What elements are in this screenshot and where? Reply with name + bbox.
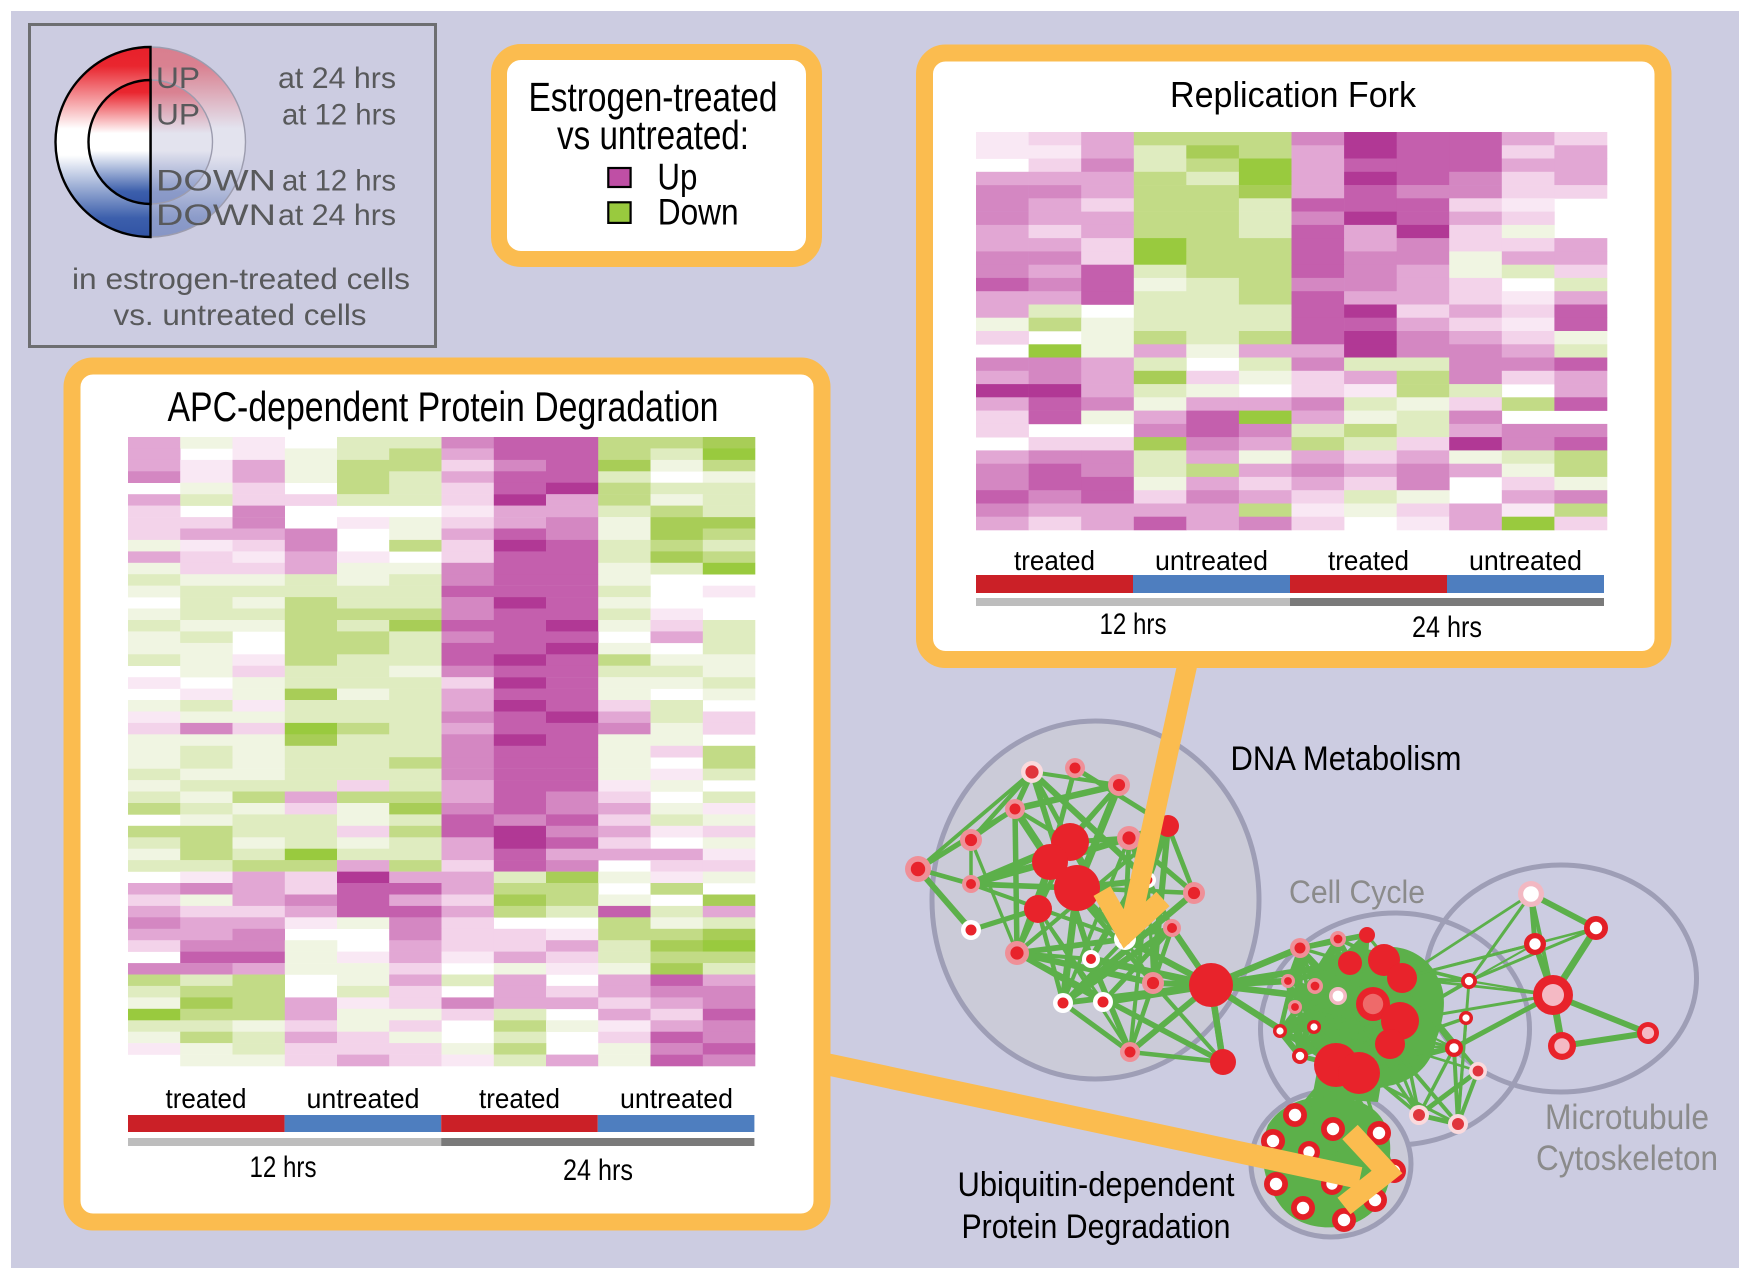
svg-text:UP: UP — [156, 99, 200, 132]
svg-text:treated: treated — [166, 1083, 247, 1114]
svg-text:24 hrs: 24 hrs — [1412, 611, 1482, 644]
svg-text:UP: UP — [156, 62, 200, 95]
svg-text:DOWN: DOWN — [156, 165, 276, 198]
svg-text:untreated: untreated — [307, 1083, 420, 1114]
svg-text:12 hrs: 12 hrs — [250, 1151, 317, 1184]
svg-text:treated: treated — [1014, 545, 1095, 576]
svg-text:untreated: untreated — [1469, 545, 1582, 576]
svg-text:12 hrs: 12 hrs — [1100, 608, 1167, 641]
svg-text:Protein Degradation: Protein Degradation — [962, 1208, 1231, 1246]
svg-text:vs untreated:: vs untreated: — [557, 112, 749, 158]
svg-text:Cytoskeleton: Cytoskeleton — [1536, 1139, 1718, 1178]
svg-text:APC-dependent Protein Degradat: APC-dependent Protein Degradation — [168, 383, 719, 430]
svg-text:Microtubule: Microtubule — [1545, 1098, 1709, 1137]
svg-text:DOWN: DOWN — [156, 199, 276, 232]
svg-text:24 hrs: 24 hrs — [563, 1154, 633, 1187]
svg-text:Replication Fork: Replication Fork — [1170, 74, 1417, 115]
svg-text:Ubiquitin-dependent: Ubiquitin-dependent — [958, 1166, 1236, 1204]
svg-text:treated: treated — [479, 1083, 560, 1114]
svg-text:in estrogen-treated cells: in estrogen-treated cells — [72, 263, 410, 296]
svg-text:vs. untreated cells: vs. untreated cells — [114, 299, 367, 332]
svg-text:at 24 hrs: at 24 hrs — [278, 199, 396, 232]
svg-text:at 24 hrs: at 24 hrs — [278, 62, 396, 95]
svg-text:Down: Down — [658, 192, 739, 233]
svg-text:at 12 hrs: at 12 hrs — [282, 165, 396, 198]
svg-text:at 12 hrs: at 12 hrs — [282, 99, 396, 132]
svg-text:Up: Up — [657, 157, 697, 198]
svg-text:treated: treated — [1328, 545, 1409, 576]
svg-text:untreated: untreated — [1155, 545, 1268, 576]
svg-text:untreated: untreated — [620, 1083, 733, 1114]
svg-text:DNA Metabolism: DNA Metabolism — [1231, 740, 1462, 778]
svg-text:Estrogen-treated: Estrogen-treated — [529, 74, 778, 120]
svg-text:Cell Cycle: Cell Cycle — [1289, 874, 1425, 910]
